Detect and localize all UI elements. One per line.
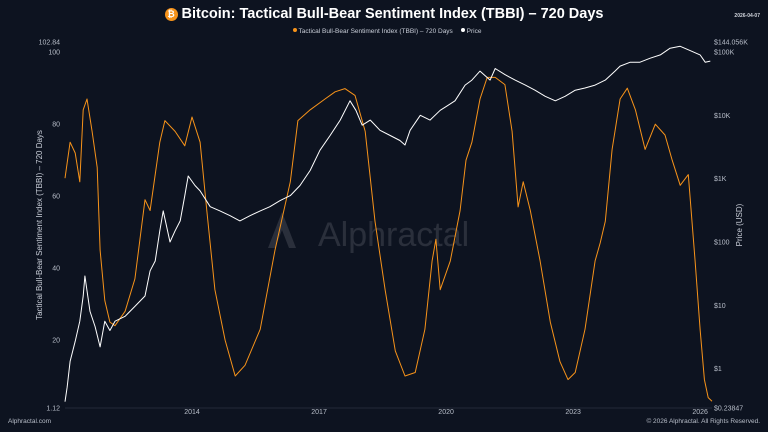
- price-series-line: [64, 45, 711, 402]
- y2-tick-label: $10: [714, 303, 726, 310]
- watermark-logo-icon: [268, 212, 296, 248]
- x-tick-label: 2026: [692, 409, 708, 416]
- y-tick-label: 20: [52, 338, 60, 345]
- legend-item-price[interactable]: Price: [466, 28, 482, 35]
- y2-tick-label: $0.23847: [714, 406, 743, 413]
- y-axis-label: Tactical Bull-Bear Sentiment Index (TBBI…: [35, 130, 44, 320]
- y-tick-label: 102.84: [39, 40, 61, 47]
- watermark-text: Alphractal: [318, 216, 469, 254]
- legend-swatch-tbbi: [292, 28, 297, 32]
- legend-item-tbbi[interactable]: Tactical Bull-Bear Sentiment Index (TBBI…: [298, 28, 453, 35]
- y2-tick-label: $100K: [714, 50, 735, 57]
- watermark: Alphractal: [268, 212, 469, 254]
- chart-title: ₿ Bitcoin: Tactical Bull-Bear Sentiment I…: [0, 6, 768, 22]
- y2-axis-label: Price (USD): [735, 203, 744, 246]
- tbbi-series-line: [64, 76, 713, 402]
- x-tick-label: 2017: [311, 409, 327, 416]
- y-tick-label: 100: [48, 50, 60, 57]
- chart-title-text: Bitcoin: Tactical Bull-Bear Sentiment In…: [181, 6, 604, 22]
- chart-date: 2026-04-07: [734, 13, 760, 19]
- y-tick-label: 1.12: [46, 406, 60, 413]
- footer-site[interactable]: Alphractal.com: [8, 418, 51, 425]
- x-tick-label: 2020: [438, 409, 454, 416]
- y-tick-label: 60: [52, 194, 60, 201]
- legend: Tactical Bull-Bear Sentiment Index (TBBI…: [0, 28, 768, 35]
- x-tick-label: 2023: [565, 409, 581, 416]
- y2-tick-label: $1: [714, 366, 722, 373]
- y2-tick-label: $144.056K: [714, 40, 748, 47]
- y-tick-label: 80: [52, 122, 60, 129]
- y2-tick-label: $10K: [714, 113, 731, 120]
- y2-tick-label: $1K: [714, 176, 727, 183]
- y2-tick-label: $100: [714, 239, 730, 246]
- footer-copyright: © 2026 Alphractal. All Rights Reserved.: [646, 418, 760, 425]
- y-tick-label: 40: [52, 266, 60, 273]
- bitcoin-icon: ₿: [164, 8, 178, 21]
- x-tick-label: 2014: [184, 409, 200, 416]
- legend-swatch-price: [460, 28, 465, 32]
